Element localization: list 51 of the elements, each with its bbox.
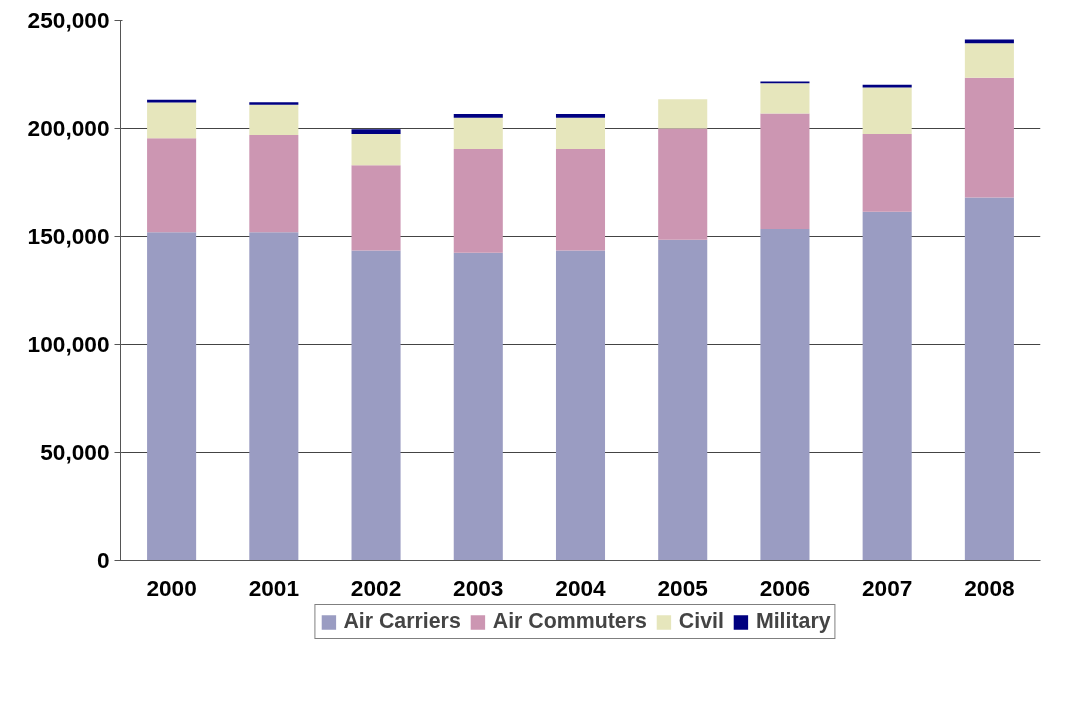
bar <box>555 114 606 118</box>
x-tick-label: 2000 <box>146 574 197 601</box>
bar <box>147 99 197 103</box>
bar <box>351 165 401 251</box>
bar <box>964 43 1014 78</box>
x-tick-label: 2003 <box>453 574 504 601</box>
y-tick-label: 0 <box>96 547 110 573</box>
x-tick-label: 2002 <box>350 574 402 601</box>
bar <box>555 250 606 561</box>
bar <box>964 197 1014 561</box>
bar <box>351 250 401 561</box>
y-tick-label: 100,000 <box>27 331 110 357</box>
x-tick-label: 2007 <box>861 574 913 601</box>
bar <box>249 134 299 233</box>
x-tick-label: 2008 <box>964 574 1015 601</box>
bar <box>147 138 197 233</box>
x-tick-label: 2004 <box>555 574 607 601</box>
bar <box>555 117 606 150</box>
bar <box>760 228 810 561</box>
y-tick-label: 50,000 <box>40 439 110 465</box>
legend-label: Civil <box>678 609 724 634</box>
bar <box>147 232 197 561</box>
legend-label: Military <box>755 609 831 634</box>
x-tick-label: 2005 <box>657 574 708 601</box>
legend-label: Air Carriers <box>343 609 461 634</box>
bar <box>249 102 299 105</box>
bar <box>249 104 299 135</box>
bar <box>760 83 810 114</box>
bar <box>351 129 401 134</box>
bar <box>658 128 708 240</box>
bar <box>453 252 503 561</box>
bar <box>453 149 503 253</box>
bar <box>862 87 912 134</box>
bar <box>453 114 503 118</box>
bar <box>147 102 197 139</box>
legend-label: Air Commuters <box>492 609 647 634</box>
bar <box>453 117 503 150</box>
y-tick-label: 150,000 <box>27 223 110 249</box>
bar <box>555 149 606 251</box>
x-tick-label: 2006 <box>759 574 811 601</box>
bar <box>658 239 708 561</box>
y-tick-label: 250,000 <box>27 7 110 33</box>
bar <box>351 133 401 166</box>
bar <box>862 133 912 212</box>
bar <box>862 211 912 561</box>
bar <box>760 113 810 229</box>
y-tick-label: 200,000 <box>27 115 110 141</box>
bar <box>249 232 299 561</box>
bar <box>964 77 1014 198</box>
bar <box>658 99 708 129</box>
x-tick-label: 2001 <box>248 574 300 601</box>
